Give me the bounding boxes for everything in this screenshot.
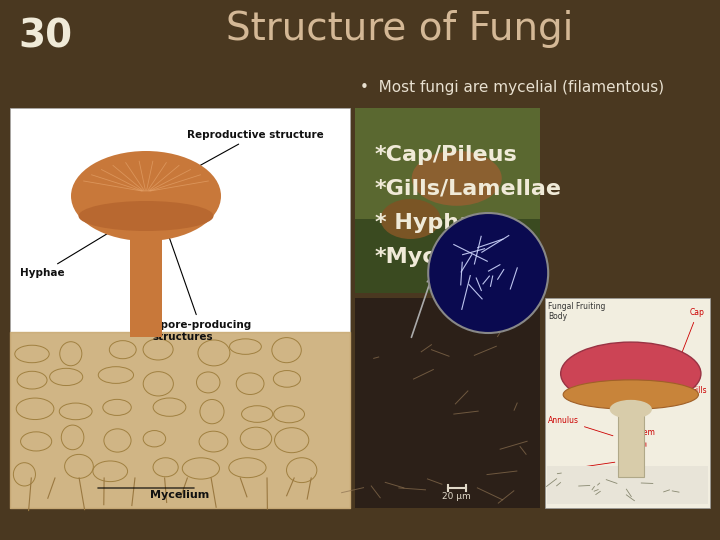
Text: *Cap/Pileus: *Cap/Pileus bbox=[375, 145, 518, 165]
Bar bbox=[355, 298, 540, 508]
Text: Structure of Fungi: Structure of Fungi bbox=[226, 10, 574, 48]
Text: Mycelium: Mycelium bbox=[150, 490, 210, 500]
Ellipse shape bbox=[78, 201, 214, 231]
Text: Mycelium: Mycelium bbox=[628, 482, 664, 492]
Text: 30: 30 bbox=[18, 18, 72, 56]
Text: Hyphae: Hyphae bbox=[20, 227, 117, 278]
Ellipse shape bbox=[563, 380, 698, 409]
Text: Volva: Volva bbox=[548, 462, 615, 475]
Text: Fungal Fruiting
Body: Fungal Fruiting Body bbox=[548, 302, 606, 321]
Bar bbox=[355, 108, 540, 293]
Text: Stem: Stem bbox=[636, 428, 656, 447]
Circle shape bbox=[428, 213, 548, 333]
Text: *Gills/Lamellae: *Gills/Lamellae bbox=[375, 179, 562, 199]
Text: Spore-producing
structures: Spore-producing structures bbox=[153, 234, 251, 342]
Text: * Hyphae: * Hyphae bbox=[375, 213, 490, 233]
Text: Reproductive structure: Reproductive structure bbox=[184, 130, 323, 174]
Bar bbox=[10, 108, 350, 508]
Bar bbox=[355, 219, 540, 293]
Ellipse shape bbox=[412, 151, 502, 206]
FancyBboxPatch shape bbox=[618, 403, 644, 476]
Ellipse shape bbox=[610, 400, 652, 419]
Bar bbox=[545, 298, 710, 508]
Ellipse shape bbox=[561, 342, 701, 405]
Bar bbox=[547, 466, 708, 504]
Text: Cap: Cap bbox=[681, 308, 705, 354]
Text: *Mycelium: *Mycelium bbox=[375, 247, 506, 267]
FancyBboxPatch shape bbox=[130, 208, 162, 337]
Text: •  Most fungi are mycelial (filamentous): • Most fungi are mycelial (filamentous) bbox=[360, 80, 664, 95]
Text: 20 μm: 20 μm bbox=[442, 492, 471, 501]
Ellipse shape bbox=[380, 199, 441, 239]
Ellipse shape bbox=[71, 151, 221, 241]
Text: Annulus: Annulus bbox=[548, 416, 613, 436]
Text: Gills: Gills bbox=[690, 386, 707, 399]
